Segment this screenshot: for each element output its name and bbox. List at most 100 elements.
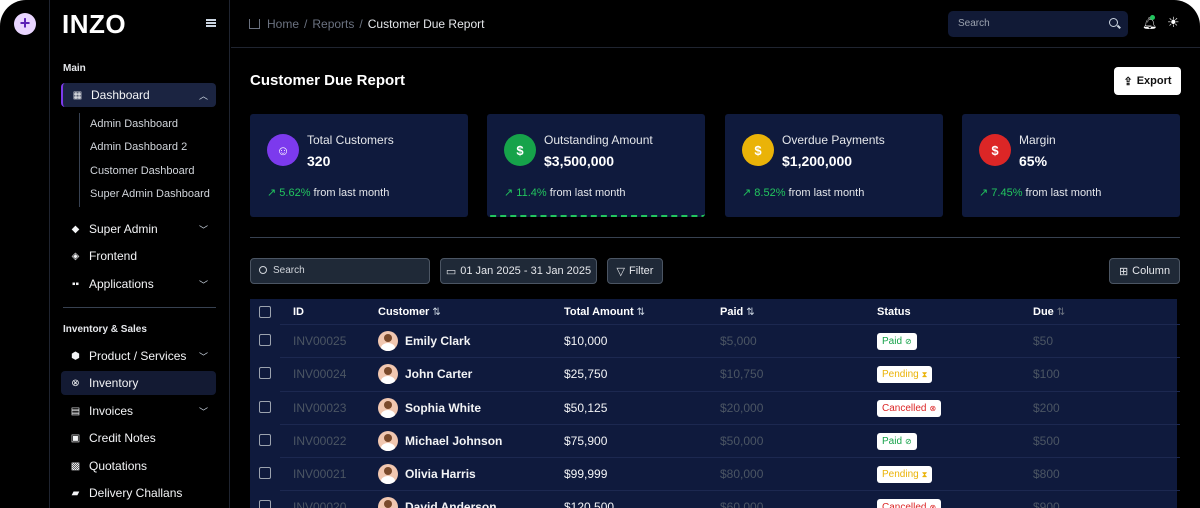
status-label: Pending <box>882 369 919 380</box>
sidebar-item-label: Product / Services <box>89 349 187 363</box>
column-button[interactable]: ⊞ Column <box>1109 258 1180 284</box>
export-icon: ⇪ <box>1123 75 1133 88</box>
invoice-id[interactable]: INV00023 <box>293 401 347 415</box>
total-amount: $99,999 <box>564 467 608 481</box>
row-divider <box>280 457 1180 458</box>
sidebar-item-label: Quotations <box>89 459 148 473</box>
header-label: Customer <box>378 306 430 318</box>
invoice-id[interactable]: INV00021 <box>293 467 347 481</box>
stat-value: 320 <box>307 153 331 169</box>
row-checkbox[interactable] <box>259 334 271 346</box>
table-search-input[interactable]: Search <box>250 258 430 284</box>
sidebar-subitem-admin-dashboard-2[interactable]: Admin Dashboard 2 <box>90 141 188 153</box>
invoice-id[interactable]: INV00022 <box>293 434 347 448</box>
stat-card-total-customers: ☺ Total Customers 320 ↗ 5.62% from last … <box>250 114 468 217</box>
trend-pct: 8.52% <box>754 187 786 199</box>
sidebar-item-applications[interactable]: ▪▪ Applications ﹀ <box>61 272 216 296</box>
column-header-customer[interactable]: Customer ⇅ <box>378 306 441 318</box>
row-divider <box>280 424 1180 425</box>
total-amount: $10,000 <box>564 334 608 348</box>
sidebar-item-inventory[interactable]: ⊗ Inventory <box>61 371 216 395</box>
column-header-paid[interactable]: Paid ⇅ <box>720 306 755 318</box>
total-amount: $75,900 <box>564 434 608 448</box>
users-icon: ☺ <box>267 134 299 166</box>
date-range-button[interactable]: ▭ 01 Jan 2025 - 31 Jan 2025 <box>440 258 597 284</box>
column-header-status[interactable]: Status <box>877 306 911 318</box>
app-logo: INZO <box>62 9 127 39</box>
breadcrumb-home[interactable]: Home <box>267 17 300 31</box>
invoice-id[interactable]: INV00020 <box>293 500 347 508</box>
row-checkbox[interactable] <box>259 367 271 379</box>
sort-icon[interactable]: ⇅ <box>432 307 441 318</box>
export-button[interactable]: ⇪ Export <box>1114 67 1181 95</box>
search-placeholder: Search <box>273 265 305 276</box>
sidebar-item-frontend[interactable]: ◈ Frontend <box>61 244 216 268</box>
sidebar-item-label: Credit Notes <box>89 431 156 445</box>
breadcrumb-separator: / <box>359 17 363 31</box>
stat-value: $1,200,000 <box>782 153 853 169</box>
customer-name[interactable]: Emily Clark <box>405 334 471 348</box>
sidebar-subitem-super-admin-dashboard[interactable]: Super Admin Dashboard <box>90 188 210 200</box>
sort-icon[interactable]: ⇅ <box>636 307 646 318</box>
status-badge: Pending ⧗ <box>877 366 933 383</box>
sidebar-item-credit-notes[interactable]: ▣ Credit Notes <box>61 426 216 450</box>
header-label: Total Amount <box>564 306 634 318</box>
trend-pct: 7.45% <box>991 187 1023 199</box>
avatar <box>378 431 398 451</box>
due-amount: $50 <box>1033 334 1054 348</box>
menu-toggle-icon[interactable] <box>206 19 216 27</box>
due-amount: $800 <box>1033 467 1060 481</box>
column-header-due[interactable]: Due ⇅ <box>1033 306 1065 318</box>
row-checkbox[interactable] <box>259 500 271 508</box>
total-amount: $25,750 <box>564 367 608 381</box>
row-checkbox[interactable] <box>259 434 271 446</box>
row-checkbox[interactable] <box>259 401 271 413</box>
row-checkbox[interactable] <box>259 467 271 479</box>
sidebar-item-dashboard[interactable]: ▦ Dashboard ︿ <box>61 83 216 107</box>
status-icon: ⧗ <box>921 470 928 479</box>
global-search-input[interactable]: Search <box>948 11 1128 37</box>
sidebar-item-product-services[interactable]: ⬢ Product / Services ﹀ <box>61 344 216 368</box>
sidebar-item-super-admin[interactable]: ◆ Super Admin ﹀ <box>61 217 216 241</box>
sidebar-item-delivery-challans[interactable]: ▰ Delivery Challans <box>61 481 216 505</box>
status-icon: ⊗ <box>929 404 937 413</box>
status-label: Paid <box>882 336 903 347</box>
box-icon: ⬢ <box>71 350 80 362</box>
add-icon[interactable]: + <box>14 13 36 35</box>
sidebar-subitem-customer-dashboard[interactable]: Customer Dashboard <box>90 165 195 177</box>
invoice-id[interactable]: INV00024 <box>293 367 347 381</box>
customer-name[interactable]: Sophia White <box>405 401 481 415</box>
paid-amount: $5,000 <box>720 334 757 348</box>
date-range-label: 01 Jan 2025 - 31 Jan 2025 <box>460 265 592 277</box>
status-badge: Paid ⊘ <box>877 433 917 450</box>
chevron-down-icon: ﹀ <box>198 225 208 235</box>
search-icon <box>259 266 267 274</box>
chevron-down-icon: ﹀ <box>198 352 208 362</box>
customer-name[interactable]: Michael Johnson <box>405 434 503 448</box>
sidebar: INZO Main ▦ Dashboard ︿ Admin Dashboard … <box>50 0 230 508</box>
column-header-total-amount[interactable]: Total Amount ⇅ <box>564 306 645 318</box>
sidebar-item-invoices[interactable]: ▤ Invoices ﹀ <box>61 399 216 423</box>
users-icon: ◆ <box>71 223 80 235</box>
column-header-id[interactable]: ID <box>293 306 304 318</box>
avatar <box>378 464 398 484</box>
grid-icon: ▦ <box>72 89 83 101</box>
header-label: Due <box>1033 306 1054 318</box>
select-all-checkbox[interactable] <box>259 306 271 318</box>
header-label: Paid <box>720 306 744 318</box>
trend-up-icon: ↗ <box>979 187 992 199</box>
status-icon: ⊘ <box>905 437 912 446</box>
filter-button[interactable]: ▽ Filter <box>607 258 663 284</box>
sidebar-subitem-admin-dashboard[interactable]: Admin Dashboard <box>90 118 179 130</box>
customer-name[interactable]: John Carter <box>405 367 473 381</box>
columns-icon: ⊞ <box>1118 265 1129 278</box>
theme-toggle-icon[interactable]: ☀ <box>1167 14 1180 30</box>
customer-name[interactable]: Olivia Harris <box>405 467 476 481</box>
sort-icon[interactable]: ⇅ <box>746 307 755 318</box>
breadcrumb-reports[interactable]: Reports <box>312 17 355 31</box>
customer-name[interactable]: David Anderson <box>405 500 497 508</box>
status-badge: Cancelled ⊗ <box>877 400 942 417</box>
invoice-id[interactable]: INV00025 <box>293 334 347 348</box>
sidebar-item-quotations[interactable]: ▩ Quotations <box>61 454 216 478</box>
sort-icon[interactable]: ⇅ <box>1056 307 1066 318</box>
